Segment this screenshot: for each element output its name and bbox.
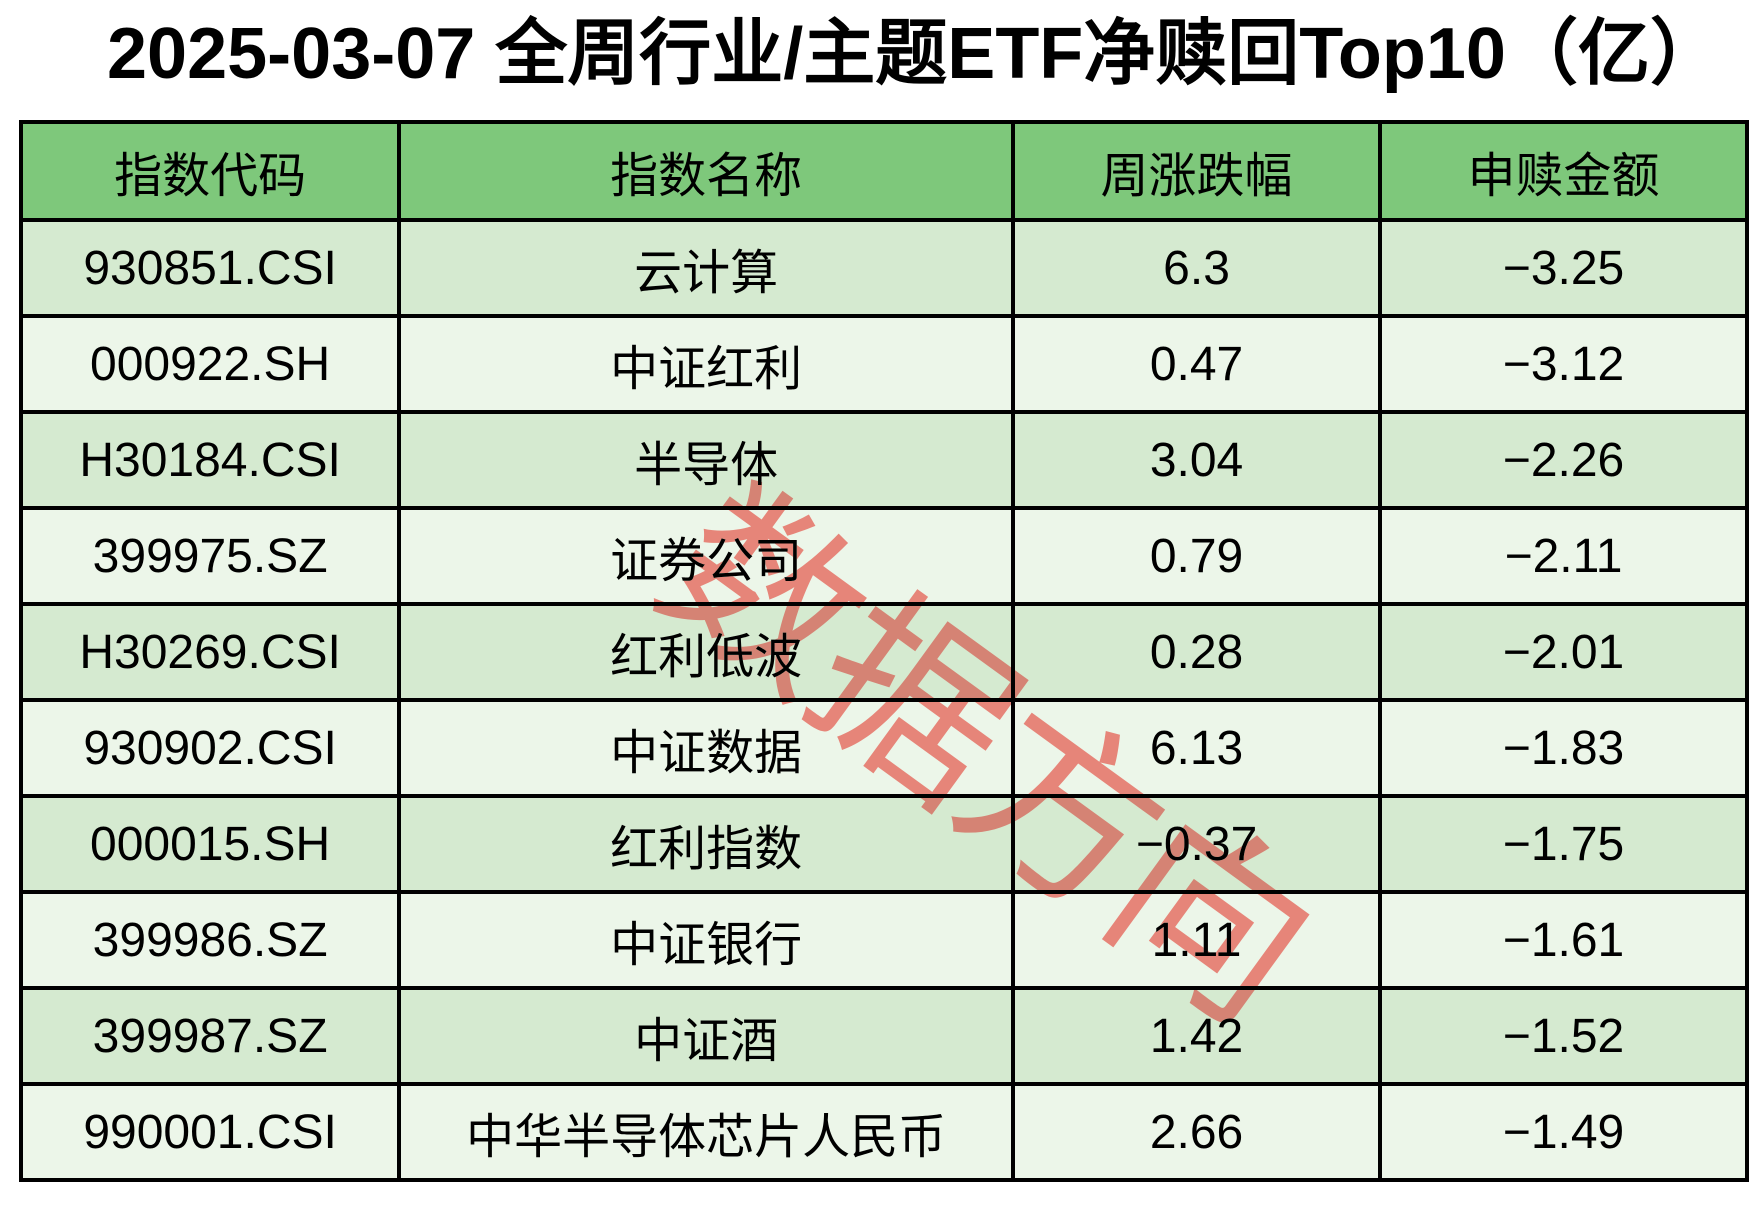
cell-weekly-change: 0.28 bbox=[1011, 602, 1383, 702]
table-row: 399987.SZ 中证酒 1.42 −1.52 bbox=[18, 986, 1749, 1086]
table-row: 399986.SZ 中证银行 1.11 −1.61 bbox=[18, 890, 1749, 990]
cell-index-name: 中证银行 bbox=[397, 890, 1016, 990]
cell-index-code: 399986.SZ bbox=[18, 890, 402, 990]
cell-index-name: 红利指数 bbox=[397, 794, 1016, 894]
cell-index-code: 000922.SH bbox=[18, 314, 402, 414]
cell-index-name: 红利低波 bbox=[397, 602, 1016, 702]
cell-index-name: 云计算 bbox=[397, 218, 1016, 318]
table-row: 000015.SH 红利指数 −0.37 −1.75 bbox=[18, 794, 1749, 894]
etf-table: 指数代码 指数名称 周涨跌幅 申赎金额 930851.CSI 云计算 6.3 −… bbox=[18, 120, 1749, 1182]
cell-index-name: 中证数据 bbox=[397, 698, 1016, 798]
table-row: 930851.CSI 云计算 6.3 −3.25 bbox=[18, 218, 1749, 318]
table-row: 990001.CSI 中华半导体芯片人民币 2.66 −1.49 bbox=[18, 1082, 1749, 1182]
table-row: H30269.CSI 红利低波 0.28 −2.01 bbox=[18, 602, 1749, 702]
table-container: 指数代码 指数名称 周涨跌幅 申赎金额 930851.CSI 云计算 6.3 −… bbox=[18, 120, 1749, 1182]
table-row: 399975.SZ 证券公司 0.79 −2.11 bbox=[18, 506, 1749, 606]
cell-index-code: 399987.SZ bbox=[18, 986, 402, 1086]
cell-redemption-amount: −2.11 bbox=[1378, 506, 1749, 606]
cell-index-name: 证券公司 bbox=[397, 506, 1016, 606]
cell-index-name: 半导体 bbox=[397, 410, 1016, 510]
table-row: 000922.SH 中证红利 0.47 −3.12 bbox=[18, 314, 1749, 414]
cell-redemption-amount: −1.52 bbox=[1378, 986, 1749, 1086]
table-row: H30184.CSI 半导体 3.04 −2.26 bbox=[18, 410, 1749, 510]
cell-index-code: 930902.CSI bbox=[18, 698, 402, 798]
header-redemption-amount: 申赎金额 bbox=[1378, 120, 1749, 222]
cell-redemption-amount: −1.49 bbox=[1378, 1082, 1749, 1182]
header-weekly-change: 周涨跌幅 bbox=[1011, 120, 1383, 222]
cell-redemption-amount: −3.25 bbox=[1378, 218, 1749, 318]
cell-index-name: 中华半导体芯片人民币 bbox=[397, 1082, 1016, 1182]
header-index-code: 指数代码 bbox=[18, 120, 402, 222]
cell-weekly-change: 1.11 bbox=[1011, 890, 1383, 990]
cell-weekly-change: 6.3 bbox=[1011, 218, 1383, 318]
cell-index-code: 000015.SH bbox=[18, 794, 402, 894]
cell-redemption-amount: −1.75 bbox=[1378, 794, 1749, 894]
cell-index-name: 中证红利 bbox=[397, 314, 1016, 414]
page-title: 2025-03-07 全周行业/主题ETF净赎回Top10（亿） bbox=[107, 14, 1722, 94]
cell-weekly-change: 0.47 bbox=[1011, 314, 1383, 414]
header-row: 指数代码 指数名称 周涨跌幅 申赎金额 bbox=[18, 120, 1749, 222]
cell-weekly-change: 1.42 bbox=[1011, 986, 1383, 1086]
cell-index-name: 中证酒 bbox=[397, 986, 1016, 1086]
header-index-name: 指数名称 bbox=[397, 120, 1016, 222]
table-row: 930902.CSI 中证数据 6.13 −1.83 bbox=[18, 698, 1749, 798]
cell-redemption-amount: −2.01 bbox=[1378, 602, 1749, 702]
cell-redemption-amount: −2.26 bbox=[1378, 410, 1749, 510]
cell-index-code: H30184.CSI bbox=[18, 410, 402, 510]
cell-index-code: 399975.SZ bbox=[18, 506, 402, 606]
cell-redemption-amount: −1.61 bbox=[1378, 890, 1749, 990]
cell-weekly-change: 3.04 bbox=[1011, 410, 1383, 510]
cell-weekly-change: 6.13 bbox=[1011, 698, 1383, 798]
cell-index-code: 990001.CSI bbox=[18, 1082, 402, 1182]
cell-redemption-amount: −3.12 bbox=[1378, 314, 1749, 414]
cell-weekly-change: −0.37 bbox=[1011, 794, 1383, 894]
cell-index-code: 930851.CSI bbox=[18, 218, 402, 318]
cell-weekly-change: 0.79 bbox=[1011, 506, 1383, 606]
cell-weekly-change: 2.66 bbox=[1011, 1082, 1383, 1182]
cell-index-code: H30269.CSI bbox=[18, 602, 402, 702]
cell-redemption-amount: −1.83 bbox=[1378, 698, 1749, 798]
